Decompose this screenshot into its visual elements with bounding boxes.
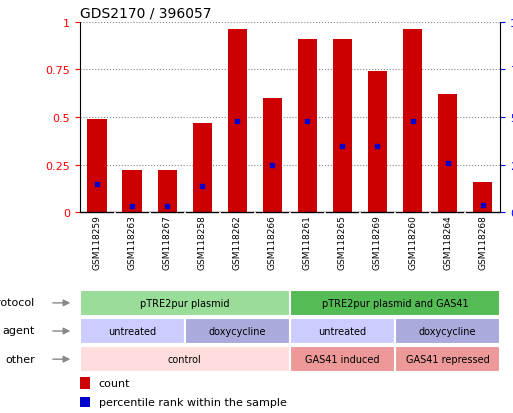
Text: pTRE2pur plasmid: pTRE2pur plasmid [140, 298, 229, 308]
Text: GSM118264: GSM118264 [443, 215, 452, 270]
Bar [80, 397, 90, 407]
Text: pTRE2pur plasmid and GAS41: pTRE2pur plasmid and GAS41 [322, 298, 468, 308]
Text: GSM118260: GSM118260 [408, 215, 417, 270]
Text: GSM118261: GSM118261 [303, 215, 312, 270]
Bar [80, 290, 290, 316]
Text: count: count [98, 378, 130, 389]
Bar [263, 99, 282, 213]
Text: GAS41 induced: GAS41 induced [305, 354, 380, 364]
Text: doxycycline: doxycycline [208, 326, 266, 336]
Text: untreated: untreated [319, 326, 366, 336]
Bar [80, 346, 290, 373]
Text: GSM118267: GSM118267 [163, 215, 172, 270]
Text: GDS2170 / 396057: GDS2170 / 396057 [80, 7, 211, 21]
Bar [157, 171, 177, 213]
Bar [368, 72, 387, 213]
Text: GSM118258: GSM118258 [198, 215, 207, 270]
Text: other: other [5, 354, 35, 364]
Bar [80, 377, 90, 389]
Bar [290, 290, 500, 316]
Bar [87, 120, 107, 213]
Text: doxycycline: doxycycline [419, 326, 477, 336]
Text: GSM118266: GSM118266 [268, 215, 277, 270]
Text: GSM118262: GSM118262 [233, 215, 242, 270]
Text: percentile rank within the sample: percentile rank within the sample [98, 397, 287, 407]
Bar [80, 318, 185, 344]
Bar [333, 40, 352, 213]
Text: untreated: untreated [108, 326, 156, 336]
Bar [123, 171, 142, 213]
Bar [290, 346, 395, 373]
Bar [395, 318, 500, 344]
Text: GSM118263: GSM118263 [128, 215, 136, 270]
Text: GSM118269: GSM118269 [373, 215, 382, 270]
Bar [403, 30, 422, 213]
Text: protocol: protocol [0, 298, 35, 308]
Bar [290, 318, 395, 344]
Bar [192, 123, 212, 213]
Text: GSM118259: GSM118259 [92, 215, 102, 270]
Text: GSM118268: GSM118268 [478, 215, 487, 270]
Bar [473, 182, 492, 213]
Bar [298, 40, 317, 213]
Text: control: control [168, 354, 202, 364]
Text: GSM118265: GSM118265 [338, 215, 347, 270]
Text: agent: agent [2, 326, 35, 336]
Bar [228, 30, 247, 213]
Bar [185, 318, 290, 344]
Bar [438, 95, 457, 213]
Text: GAS41 repressed: GAS41 repressed [406, 354, 489, 364]
Bar [395, 346, 500, 373]
